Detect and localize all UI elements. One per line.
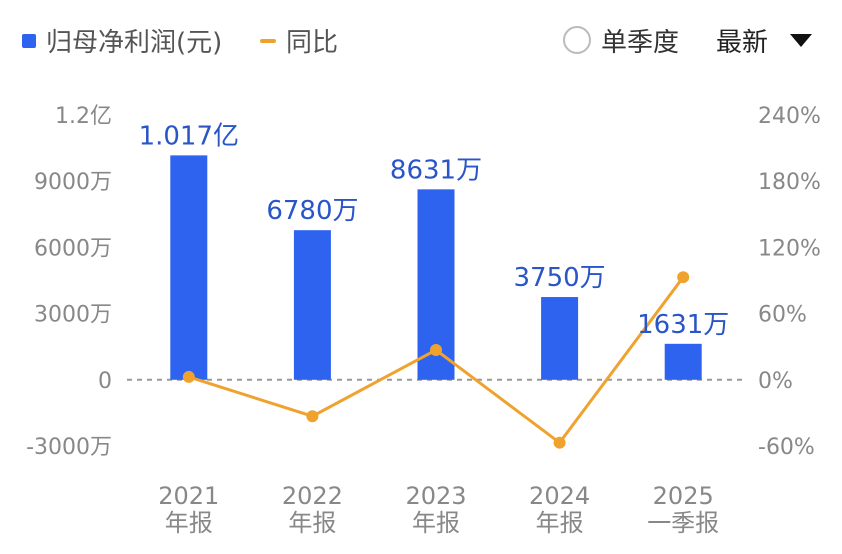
bar-net-profit xyxy=(664,343,702,380)
yoy-point xyxy=(553,436,566,449)
y-left-tick-label: 0 xyxy=(98,369,112,394)
legend-line-swatch xyxy=(260,38,276,43)
legend-line-series[interactable]: 同比 xyxy=(260,22,338,59)
bar-value-label: 1.017亿 xyxy=(139,121,239,151)
bar-net-profit xyxy=(541,297,579,380)
legend-bar-label: 归母净利润(元) xyxy=(46,28,223,58)
x-category-period: 年报 xyxy=(288,509,336,537)
y-right-tick-label: 0% xyxy=(758,369,793,394)
y-left-tick-label: 9000万 xyxy=(34,170,112,195)
y-right-tick-label: -60% xyxy=(758,435,815,460)
single-quarter-label[interactable]: 单季度 xyxy=(601,28,680,58)
bar-net-profit xyxy=(170,155,208,380)
single-quarter-radio[interactable] xyxy=(563,26,591,54)
x-category-year: 2022 xyxy=(282,482,343,510)
y-left-tick-label: 6000万 xyxy=(34,236,112,261)
yoy-point xyxy=(430,344,442,357)
yoy-point xyxy=(182,370,195,383)
legend-bar-series[interactable]: 归母净利润(元) xyxy=(22,22,222,59)
bar-net-profit xyxy=(293,230,331,380)
y-left-tick-label: 1.2亿 xyxy=(55,104,112,129)
period-dropdown-value: 最新 xyxy=(716,28,769,58)
x-category-year: 2024 xyxy=(529,482,590,510)
legend-line-label: 同比 xyxy=(286,28,339,58)
legend-bar-swatch xyxy=(22,33,36,48)
bar-value-label: 1631万 xyxy=(637,310,729,340)
x-category-year: 2021 xyxy=(158,482,219,510)
y-right-tick-label: 180% xyxy=(758,170,821,195)
y-left-tick-label: -3000万 xyxy=(26,435,112,460)
bar-value-label: 8631万 xyxy=(390,155,482,185)
x-category-year: 2025 xyxy=(653,482,714,510)
legend-row: 归母净利润(元) 同比 单季度 最新 xyxy=(0,0,842,80)
caret-down-icon xyxy=(790,34,813,47)
bar-value-label: 3750万 xyxy=(514,263,606,293)
x-category-period: 年报 xyxy=(412,509,460,537)
yoy-point xyxy=(306,410,319,423)
period-dropdown[interactable]: 最新 xyxy=(716,22,813,59)
bar-value-label: 6780万 xyxy=(266,196,358,226)
x-category-period: 年报 xyxy=(165,509,213,537)
x-category-period: 年报 xyxy=(536,509,584,537)
y-right-tick-label: 120% xyxy=(758,236,821,261)
x-category-period: 一季报 xyxy=(647,509,719,537)
yoy-point xyxy=(677,271,690,284)
y-right-tick-label: 240% xyxy=(758,104,821,129)
x-category-year: 2023 xyxy=(405,482,466,510)
y-left-tick-label: 3000万 xyxy=(34,303,112,328)
y-right-tick-label: 60% xyxy=(758,303,807,328)
